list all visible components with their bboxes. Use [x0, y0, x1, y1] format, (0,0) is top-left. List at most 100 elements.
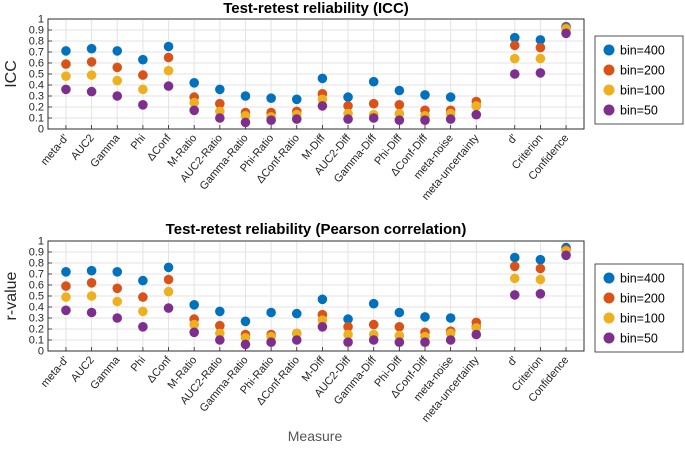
chart2-x-tick-label: d' [506, 354, 520, 368]
chart2-y-tick-label: 0 [38, 346, 44, 358]
chart1-legend-marker [603, 44, 615, 56]
chart2-data-point [61, 267, 71, 277]
chart1-data-point [163, 81, 174, 91]
chart1-data-point [266, 115, 276, 125]
chart1-data-point [138, 84, 148, 95]
chart2-data-point [368, 298, 379, 309]
chart2-data-point [394, 322, 405, 332]
chart1-data-point [561, 28, 571, 39]
chart1-data-point [368, 113, 379, 123]
chart2-data-point [535, 274, 546, 285]
chart1-data-point [471, 101, 482, 111]
chart1-data-point [240, 91, 251, 101]
chart1-data-point [112, 91, 123, 101]
chart2-data-point [86, 278, 97, 288]
chart1-data-point [368, 76, 379, 87]
chart1-data-point [163, 41, 174, 52]
chart1-legend-label: bin=200 [620, 64, 665, 78]
chart2-data-point [163, 303, 174, 313]
chart2-y-tick-label: 0.4 [29, 302, 44, 314]
chart1-y-tick-label: 1 [38, 14, 44, 26]
chart2-data-point [215, 306, 225, 317]
chart2-data-point [509, 252, 520, 263]
chart2-data-point [368, 335, 379, 345]
chart2-data-point [343, 314, 353, 324]
chart1-data-point [509, 40, 520, 51]
chart1-data-point [317, 94, 328, 105]
chart1-data-point [394, 85, 405, 96]
chart1-data-point [86, 70, 97, 80]
chart1-data-point [240, 117, 251, 128]
chart1-data-point [189, 97, 199, 108]
chart1-x-tick-label: d' [506, 132, 520, 146]
chart1-y-tick-label: 0.3 [29, 91, 44, 103]
chart2-data-point [509, 273, 520, 284]
chart2-data-point [445, 328, 456, 339]
chart2-data-point [240, 333, 251, 343]
chart2-data-point [394, 330, 405, 341]
chart1-data-point [215, 84, 225, 95]
chart2-data-point [535, 263, 546, 274]
chart2-data-point [266, 337, 276, 348]
chart2-data-point [317, 315, 328, 326]
chart2-x-tick-label: meta-d' [39, 354, 72, 390]
chart2-data-point [138, 306, 148, 317]
chart1-legend-marker [603, 104, 615, 116]
chart2-data-point [215, 335, 225, 345]
chart2-data-point [86, 307, 97, 318]
chart1-y-tick-label: 0.9 [29, 25, 44, 37]
chart1-axes-frame [47, 18, 585, 130]
chart1-y-tick-label: 0.7 [29, 47, 44, 59]
chart2-data-point [112, 296, 123, 307]
chart2-data-point [112, 283, 123, 294]
chart2-data-point [368, 319, 379, 330]
chart1-data-point [535, 68, 546, 78]
chart1-data-point [394, 100, 405, 110]
chart1-data-point [368, 98, 379, 109]
chart2-data-point [509, 290, 520, 300]
chart2-data-point [189, 300, 199, 310]
common-x-axis-label: Measure [288, 428, 343, 444]
chart1-data-point [343, 114, 353, 124]
chart1-y-tick-label: 0.5 [29, 69, 44, 81]
chart1-data-point [112, 75, 123, 86]
chart1-data-point [61, 46, 71, 56]
chart1-data-point [291, 114, 302, 124]
chart2-data-point [163, 262, 174, 273]
chart1-data-point [317, 73, 328, 84]
chart1-data-point [420, 90, 430, 100]
chart2-x-tick-label: Phi [129, 354, 148, 374]
chart2-y-tick-label: 0.2 [29, 324, 44, 336]
chart2-data-point [471, 323, 482, 333]
chart1-data-point [343, 92, 353, 102]
chart1-data-point [317, 101, 328, 111]
chart2-data-point [343, 337, 353, 348]
chart2-data-point [240, 339, 251, 350]
chart2-y-tick-label: 0.6 [29, 280, 44, 292]
chart2-data-point [189, 319, 199, 330]
chart1-data-point [266, 93, 276, 103]
chart1-data-point [61, 71, 71, 81]
chart1-data-point [138, 70, 148, 80]
chart1-data-point [86, 86, 97, 97]
chart2-legend-marker [603, 332, 615, 344]
chart1-data-point [394, 108, 405, 119]
chart2-data-point [343, 322, 353, 332]
chart2-data-point [61, 281, 71, 291]
chart1-legend-marker [603, 64, 615, 76]
chart1-data-point [343, 101, 353, 111]
chart2-data-point [291, 308, 302, 319]
chart1-data-point [61, 59, 71, 69]
chart2-y-tick-label: 0.3 [29, 313, 44, 325]
chart2-data-point [163, 274, 174, 285]
chart2-data-point [163, 286, 174, 297]
chart2-data-point [394, 337, 405, 348]
chart1-data-point [189, 105, 199, 116]
chart2-data-point [86, 291, 97, 301]
chart1-data-point [291, 94, 302, 105]
chart2-data-point [420, 312, 430, 322]
chart1-data-point [240, 111, 251, 121]
chart1-y-tick-label: 0.8 [29, 36, 44, 48]
chart1-data-point [215, 106, 225, 117]
